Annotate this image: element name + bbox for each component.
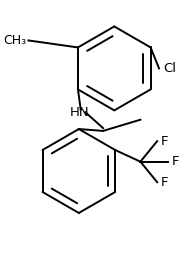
Text: F: F — [172, 155, 180, 168]
Text: CH₃: CH₃ — [3, 34, 27, 47]
Text: HN: HN — [69, 106, 89, 119]
Text: Cl: Cl — [163, 62, 176, 75]
Text: F: F — [161, 176, 168, 189]
Text: F: F — [161, 135, 168, 148]
